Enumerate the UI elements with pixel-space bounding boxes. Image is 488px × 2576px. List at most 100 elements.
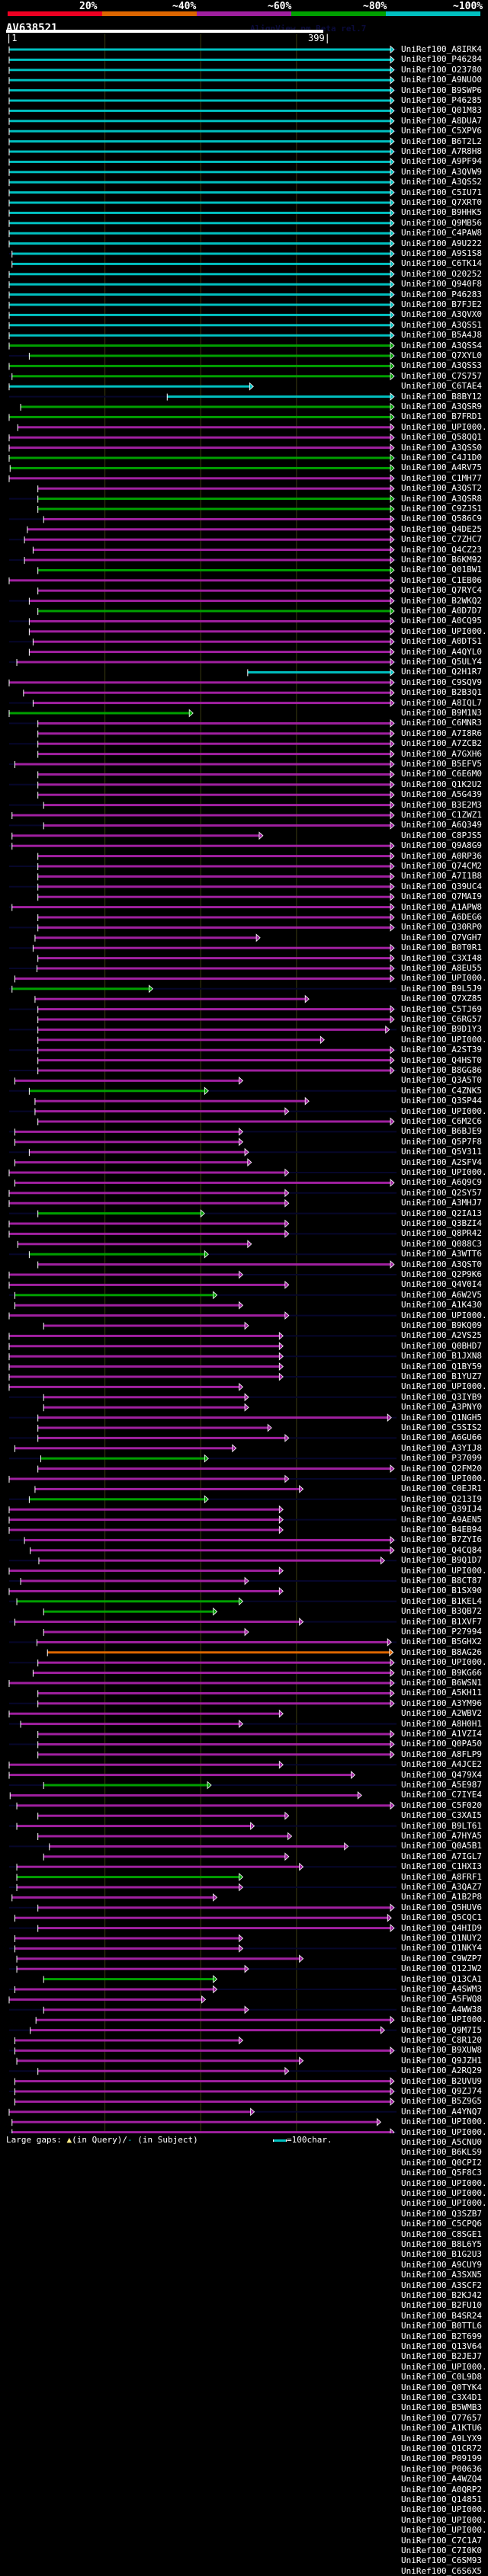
hit-label[interactable]: UniRef100_A3QVW9 [401,166,482,177]
hit-bar[interactable] [21,1723,239,1726]
hit-bar[interactable] [14,1304,239,1307]
hit-label[interactable]: UniRef100_C9SQV9 [401,677,482,687]
hit-label[interactable]: UniRef100_A5CNU0 [401,2137,482,2147]
hit-label[interactable]: UniRef100_UPI000.. [401,1106,488,1116]
hit-label[interactable]: UniRef100_O23780 [401,64,482,75]
hit-label[interactable]: UniRef100_Q088C3 [401,1238,482,1249]
hit-bar[interactable] [9,436,390,439]
hit-label[interactable]: UniRef100_Q14851 [401,2494,482,2504]
hit-label[interactable]: UniRef100_A3YIJ8 [401,1442,482,1453]
hit-bar[interactable] [37,1436,285,1439]
hit-label[interactable]: UniRef100_UPI000.. [401,1474,488,1483]
hit-bar[interactable] [9,283,390,286]
hit-bar[interactable] [37,487,390,490]
hit-label[interactable]: UniRef100_B6T2L2 [401,136,482,146]
hit-label[interactable]: UniRef100_UPI000.. [401,1167,488,1177]
hit-bar[interactable] [9,1222,285,1225]
hit-bar[interactable] [9,69,390,72]
hit-bar[interactable] [43,2008,246,2011]
hit-label[interactable]: UniRef100_A8IQL7 [401,697,482,708]
hit-bar[interactable] [9,385,250,388]
hit-label[interactable]: UniRef100_B5Z9G5 [401,2096,482,2107]
hit-bar[interactable] [38,1559,381,1562]
hit-bar[interactable] [37,1028,386,1031]
hit-label[interactable]: UniRef100_Q01BW1 [401,565,482,575]
hit-bar[interactable] [43,1630,246,1634]
hit-label[interactable]: UniRef100_A7HYA5 [401,1831,482,1841]
hit-bar[interactable] [9,364,390,367]
hit-bar[interactable] [9,1763,280,1766]
hit-bar[interactable] [29,1090,205,1093]
hit-label[interactable]: UniRef100_A3WTT6 [401,1249,482,1259]
hit-bar[interactable] [9,140,390,143]
hit-label[interactable]: UniRef100_B5GHX2 [401,1637,482,1647]
hit-bar[interactable] [14,2049,390,2052]
hit-label[interactable]: UniRef100_Q0TYK4 [401,2382,482,2392]
hit-bar[interactable] [37,1048,390,1051]
hit-bar[interactable] [37,568,390,571]
hit-label[interactable]: UniRef100_C7ZHC7 [401,534,482,545]
hit-label[interactable]: UniRef100_Q01M83 [401,105,482,116]
hit-bar[interactable] [9,1365,280,1368]
hit-label[interactable]: UniRef100_A0DTS1 [401,636,482,647]
hit-label[interactable]: UniRef100_A4WZQ4 [401,2474,482,2485]
hit-label[interactable]: UniRef100_Q0BHD7 [401,1340,482,1351]
hit-bar[interactable] [9,1314,285,1317]
hit-bar[interactable] [9,109,390,112]
hit-bar[interactable] [9,99,390,102]
hit-label[interactable]: UniRef100_UPI000.. [401,973,488,984]
hit-bar[interactable] [34,1487,300,1490]
hit-label[interactable]: UniRef100_A7GXH6 [401,748,482,759]
hit-bar[interactable] [33,549,390,552]
hit-bar[interactable] [34,997,306,1000]
hit-bar[interactable] [9,171,390,174]
hit-label[interactable]: UniRef100_A1B2P8 [401,1892,482,1902]
hit-bar[interactable] [36,2018,391,2021]
hit-label[interactable]: UniRef100_A4RV75 [401,462,482,473]
hit-label[interactable]: UniRef100_C0EJR1 [401,1483,482,1494]
hit-label[interactable]: UniRef100_A3QSS3 [401,360,482,371]
hit-bar[interactable] [9,191,390,194]
hit-bar[interactable] [11,814,390,817]
hit-label[interactable]: UniRef100_B7FRD1 [401,411,482,422]
hit-label[interactable]: UniRef100_C0L9D8 [401,2372,482,2382]
hit-bar[interactable] [43,1978,214,1981]
hit-bar[interactable] [9,1334,280,1337]
hit-bar[interactable] [14,1079,239,1082]
hit-bar[interactable] [9,681,390,684]
hit-label[interactable]: UniRef100_UPI000.. [401,2117,488,2127]
hit-bar[interactable] [167,395,390,398]
hit-label[interactable]: UniRef100_A3SCF2 [401,2280,482,2290]
hit-bar[interactable] [9,150,390,153]
hit-label[interactable]: UniRef100_B1G2U3 [401,2249,482,2260]
hit-label[interactable]: UniRef100_Q4CQ84 [401,1544,482,1555]
hit-label[interactable]: UniRef100_Q9ZJ74 [401,2086,482,2096]
hit-label[interactable]: UniRef100_Q213I9 [401,1493,482,1504]
hit-label[interactable]: UniRef100_A1KTU6 [401,2423,482,2434]
hit-label[interactable]: UniRef100_B9L5J9 [401,983,482,994]
hit-label[interactable]: UniRef100_A8EU55 [401,963,482,973]
hit-bar[interactable] [9,273,390,276]
hit-label[interactable]: UniRef100_B1YUZ7 [401,1371,482,1381]
hit-label[interactable]: UniRef100_A7R8H8 [401,146,482,156]
hit-bar[interactable] [9,334,390,337]
hit-label[interactable]: UniRef100_A3MHJ7 [401,1198,482,1208]
hit-label[interactable]: UniRef100_A3QSR8 [401,493,482,504]
hit-bar[interactable] [9,1345,280,1348]
hit-label[interactable]: UniRef100_C7IYE4 [401,1790,482,1800]
hit-label[interactable]: UniRef100_A7I1B8 [401,871,482,882]
hit-label[interactable]: UniRef100_A9S1S8 [401,248,482,258]
hit-label[interactable]: UniRef100_C8SGE1 [401,2229,482,2239]
hit-bar[interactable] [9,1355,280,1358]
hit-label[interactable]: UniRef100_B9M1N3 [401,708,482,718]
hit-label[interactable]: UniRef100_A3QSR9 [401,402,482,411]
hit-label[interactable]: UniRef100_A9PF94 [401,156,482,167]
hit-bar[interactable] [18,1243,248,1246]
hit-label[interactable]: UniRef100_Q74CM2 [401,861,482,871]
hit-label[interactable]: UniRef100_A1VZI4 [401,1729,482,1739]
hit-label[interactable]: UniRef100_B4EB94 [401,1525,482,1534]
hit-bar[interactable] [37,1008,390,1011]
hit-bar[interactable] [9,89,390,92]
hit-bar[interactable] [43,1855,285,1858]
hit-bar[interactable] [37,1212,201,1215]
